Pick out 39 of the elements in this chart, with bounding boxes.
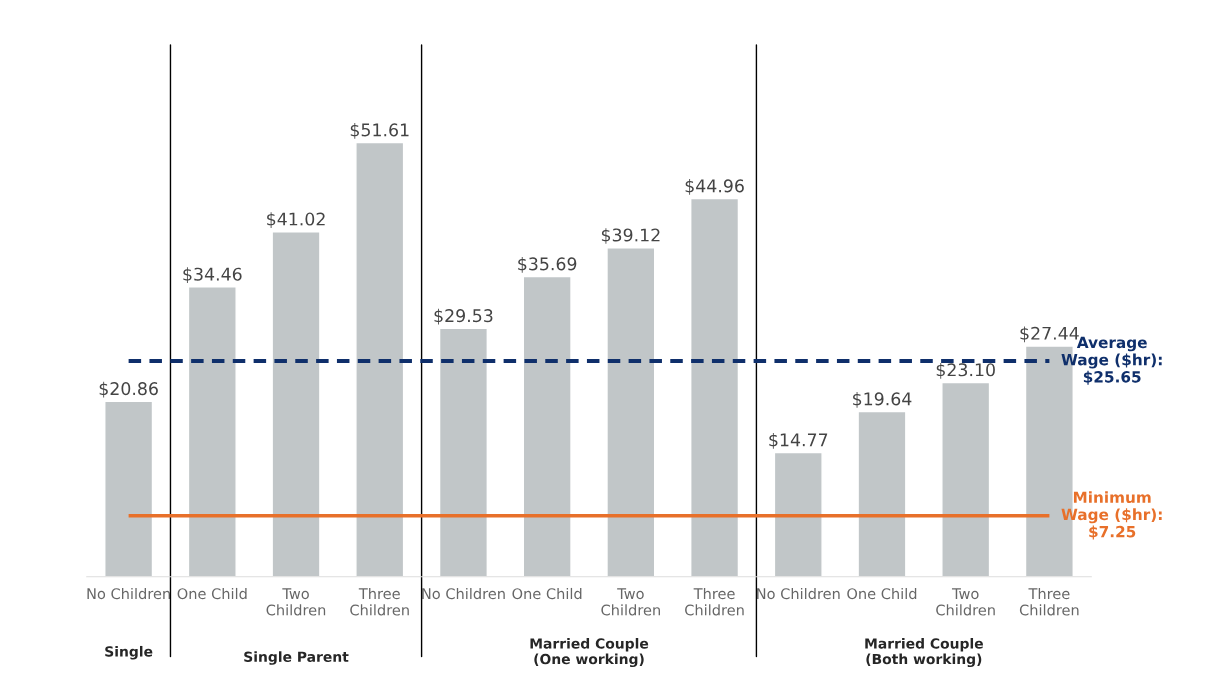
x-tick-label: One Child — [512, 587, 582, 600]
data-label: $20.86 — [99, 381, 158, 398]
text: Married Couple (Both working) — [865, 637, 983, 668]
x-tick-label: Three Children — [685, 587, 744, 616]
text: Single Parent — [244, 651, 349, 665]
bar — [104, 400, 154, 577]
text: Single — [105, 645, 153, 660]
x-tick-label: No Children — [757, 587, 840, 600]
x-tick-label: Two Children — [936, 588, 995, 616]
x-tick-label: Three Children — [350, 587, 409, 616]
data-label: $41.02 — [267, 212, 325, 228]
x-tick-label: No Children — [87, 587, 170, 600]
data-label: $23.10 — [936, 362, 995, 379]
data-label: $44.96 — [685, 179, 744, 195]
bar — [857, 410, 907, 577]
data-label: $34.46 — [183, 267, 242, 284]
data-label: $39.12 — [601, 228, 660, 244]
data-label: $35.69 — [518, 256, 577, 273]
bar — [271, 231, 321, 577]
x-tick-label: No Children — [422, 587, 505, 600]
bar — [773, 451, 823, 577]
bar — [187, 286, 237, 577]
bar — [438, 327, 488, 577]
bar — [355, 141, 405, 577]
x-tick-label: Two Children — [601, 588, 660, 616]
x-tick-label: One Child — [177, 587, 247, 600]
x-tick-label: One Child — [847, 587, 917, 600]
data-label: $51.61 — [350, 123, 409, 139]
bar — [606, 247, 656, 577]
x-tick-label: Two Children — [266, 588, 326, 616]
x-tick-label: Three Children — [1019, 587, 1079, 616]
bar — [690, 197, 740, 577]
data-label: $29.53 — [434, 308, 493, 325]
data-label: $19.64 — [853, 392, 912, 408]
text: Married Couple (One working) — [530, 637, 649, 668]
data-label: $14.77 — [769, 432, 828, 449]
bar — [941, 381, 991, 577]
ref-line-label: Minimum Wage ($hr): $7.25 — [1061, 491, 1162, 540]
bar — [522, 275, 572, 577]
